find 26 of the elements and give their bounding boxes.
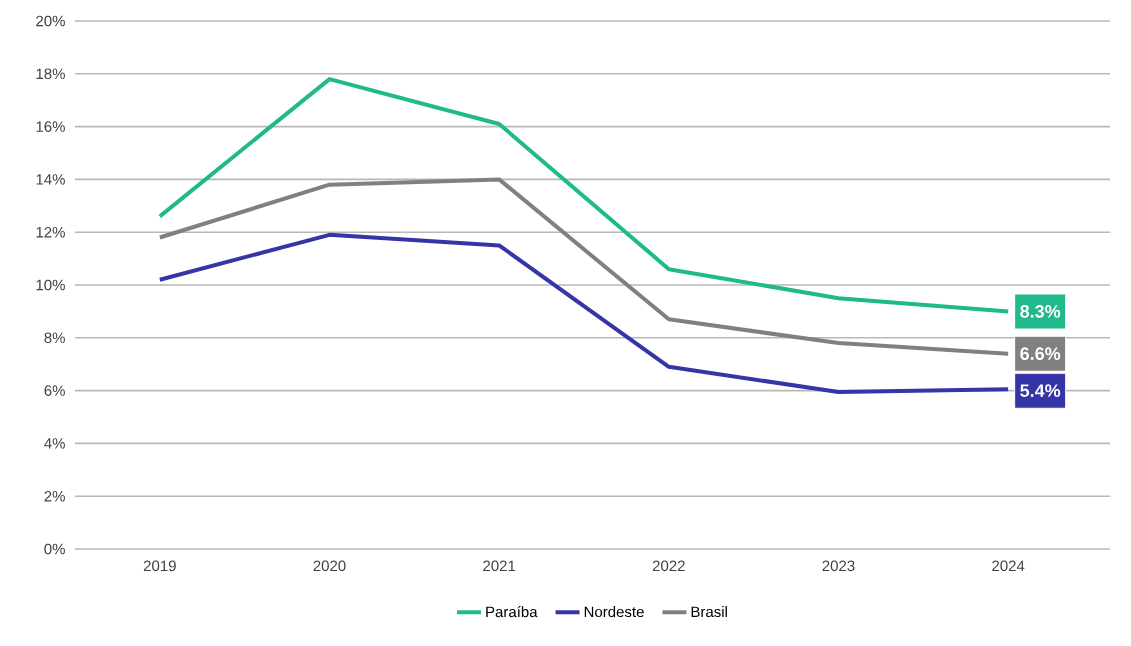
legend-label: Brasil (691, 606, 727, 618)
y-tick-label: 8% (44, 332, 65, 344)
annotation: 5.4% (1020, 384, 1061, 397)
line-series (157, 232, 1011, 394)
annotation: 8.3% (1020, 305, 1061, 318)
x-tick-label: 2019 (143, 560, 176, 572)
legend-label: Nordeste (584, 606, 644, 618)
y-tick-label: 0% (44, 543, 65, 555)
line-series (157, 77, 1011, 314)
x-tick-label: 2024 (992, 560, 1025, 572)
y-tick-label: 16% (36, 121, 65, 132)
y-tick-label: 6% (44, 385, 65, 396)
x-tick-label: 2021 (483, 560, 516, 572)
y-tick-label: 4% (44, 438, 65, 449)
y-tick-label: 10% (36, 279, 65, 291)
y-tick-label: 20% (36, 15, 65, 27)
annotation: 6.6% (1020, 347, 1061, 361)
y-tick-label: 2% (44, 490, 65, 502)
x-tick-label: 2023 (822, 560, 855, 572)
x-tick-label: 2022 (652, 560, 685, 572)
x-tick-label: 2020 (313, 560, 346, 572)
line-series (157, 177, 1011, 356)
legend-label: Paraíba (486, 606, 538, 618)
y-tick-label: 12% (36, 226, 65, 238)
y-tick-label: 14% (36, 174, 65, 185)
y-tick-label: 18% (36, 68, 65, 80)
